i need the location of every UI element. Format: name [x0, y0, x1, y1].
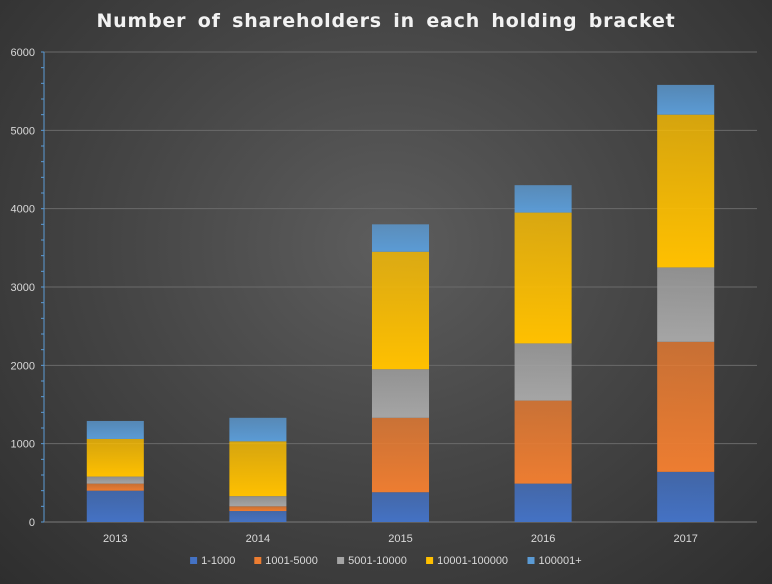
bar-2016-100001: [514, 185, 572, 213]
bar-2014-10001-100000: [229, 441, 287, 497]
y-tick-label: 3000: [11, 282, 35, 294]
legend-swatch-1001-5000: [254, 557, 262, 564]
bar-2016-10001-100000: [514, 212, 572, 344]
x-tick-label-2013: 2013: [103, 533, 127, 545]
bar-2017-100001: [657, 84, 715, 115]
bar-2015-10001-100000: [371, 251, 430, 370]
legend-label-1-1000: 1-1000: [201, 555, 235, 567]
bar-2015-1001-5000: [371, 417, 430, 493]
legend-label-10001-100000: 10001-100000: [437, 555, 508, 567]
y-tick-label: 2000: [11, 360, 35, 372]
legend-label-1001-5000: 1001-5000: [265, 555, 318, 567]
legend-swatch-5001-10000: [337, 557, 345, 564]
bar-2014-5001-10000: [229, 496, 287, 507]
legend-swatch-10001-100000: [426, 557, 434, 564]
bar-2015-100001: [371, 224, 430, 252]
bar-2014-1001-5000: [229, 506, 287, 512]
bar-2017-1-1000: [657, 471, 715, 522]
bar-2013-10001-100000: [86, 438, 144, 477]
x-tick-label-2017: 2017: [673, 533, 697, 545]
bar-2013-1-1000: [86, 490, 144, 522]
bar-2013-1001-5000: [86, 483, 144, 491]
bar-2016-1-1000: [514, 483, 572, 522]
legend-label-100001: 100001+: [539, 555, 582, 567]
x-tick-label-2016: 2016: [531, 533, 555, 545]
bar-2016-5001-10000: [514, 343, 572, 401]
bar-2017-5001-10000: [657, 267, 715, 342]
legend-swatch-100001: [527, 557, 535, 564]
y-tick-label: 0: [29, 517, 35, 529]
bar-2014-100001: [229, 417, 287, 442]
y-tick-label: 1000: [11, 439, 35, 451]
y-tick-label: 5000: [11, 125, 35, 137]
bar-2014-1-1000: [229, 511, 287, 522]
chart-title: Number of shareholders in each holding b…: [96, 10, 676, 32]
bar-2017-1001-5000: [657, 341, 715, 472]
y-tick-label: 6000: [11, 47, 35, 59]
bar-2015-1-1000: [371, 492, 430, 522]
legend-swatch-1-1000: [190, 557, 198, 564]
bar-2013-5001-10000: [86, 476, 144, 484]
legend-label-5001-10000: 5001-10000: [348, 555, 407, 567]
bar-2017-10001-100000: [657, 114, 715, 268]
x-tick-label-2015: 2015: [388, 533, 412, 545]
bar-2016-1001-5000: [514, 400, 572, 484]
bar-2015-5001-10000: [371, 369, 430, 418]
y-tick-label: 4000: [11, 204, 35, 216]
bar-2013-100001: [86, 420, 144, 439]
x-tick-label-2014: 2014: [246, 533, 270, 545]
